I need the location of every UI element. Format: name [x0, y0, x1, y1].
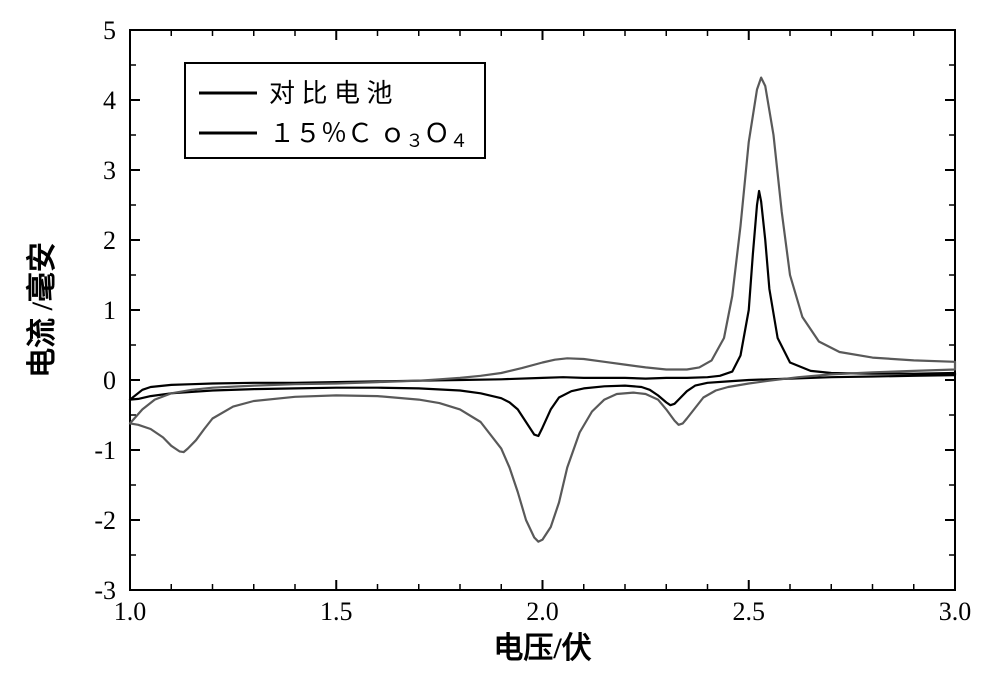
y-tick-label: 0	[103, 366, 116, 395]
x-tick-label: 1.0	[114, 597, 147, 626]
chart-svg: -3 -2 -1 0 1 2 3 4 5 1.0 1.5 2.0 2.5 3.0 电压/伏 电流 /毫安 对 比…	[0, 0, 1000, 679]
y-tick-label: 3	[103, 156, 116, 185]
y-tick-label: -2	[94, 506, 116, 535]
y-tick-label: 4	[103, 86, 116, 115]
x-tick-label: 3.0	[939, 597, 972, 626]
y-tick-label: 5	[103, 16, 116, 45]
x-tick-label: 2.5	[733, 597, 766, 626]
x-tick-label: 2.0	[526, 597, 559, 626]
y-tick-label: 1	[103, 296, 116, 325]
x-tick-label: 1.5	[320, 597, 353, 626]
cv-chart-figure: -3 -2 -1 0 1 2 3 4 5 1.0 1.5 2.0 2.5 3.0 电压/伏 电流 /毫安 对 比…	[0, 0, 1000, 679]
series-line-0	[130, 191, 955, 436]
x-axis-label: 电压/伏	[493, 632, 591, 665]
y-axis-label: 电流 /毫安	[25, 242, 59, 378]
y-tick-label: -1	[94, 436, 116, 465]
y-tick-label: 2	[103, 226, 116, 255]
legend-label-1: １５％Ｃ ｏ３Ｏ４	[269, 119, 468, 151]
y-tick-label: -3	[94, 576, 116, 605]
legend-label-0: 对 比 电 池	[269, 79, 393, 108]
